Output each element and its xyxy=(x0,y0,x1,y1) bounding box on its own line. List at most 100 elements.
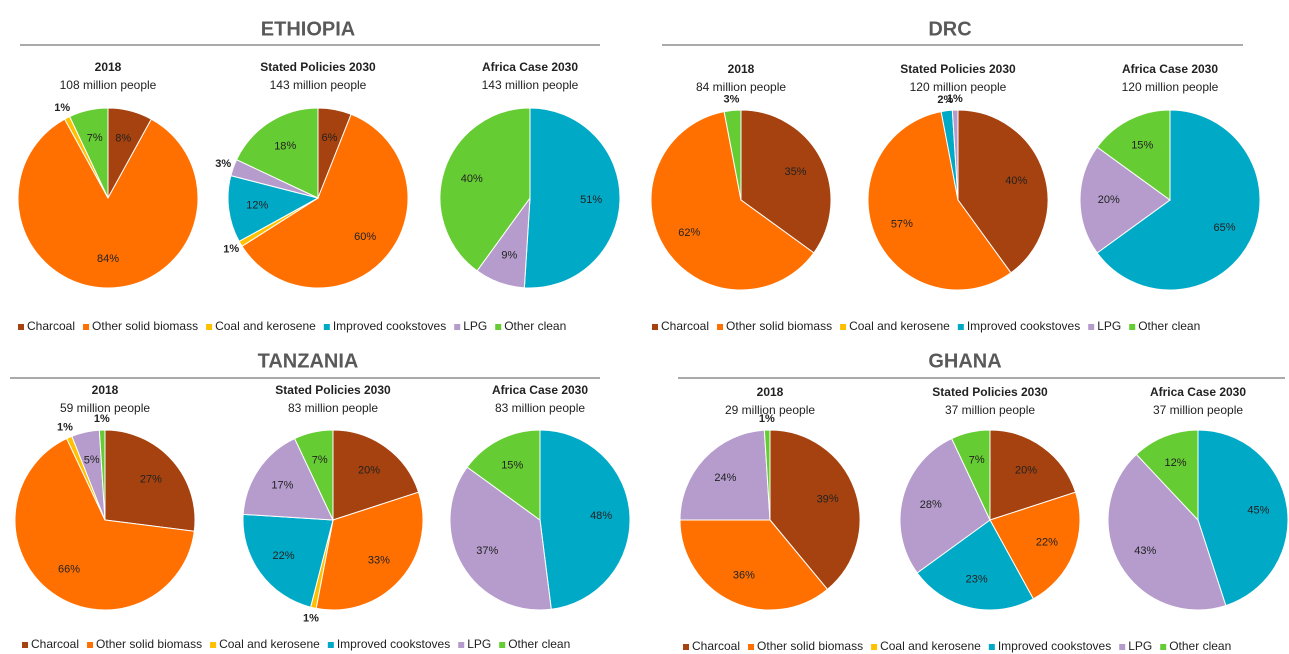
slice-value: 37 xyxy=(476,545,488,557)
chart-title: 2018 xyxy=(95,60,122,74)
slice-label: 12% xyxy=(1164,457,1186,469)
legend-label: Other solid biomass xyxy=(726,319,832,333)
slice-value: 22 xyxy=(272,550,284,562)
slice-value: 22 xyxy=(1036,536,1048,548)
slice-label: 20% xyxy=(1098,194,1120,206)
slice-value: 43 xyxy=(1134,545,1146,557)
slice-value: 20 xyxy=(358,464,370,476)
pie-slice xyxy=(679,519,829,611)
slice-label: 40% xyxy=(1005,175,1027,187)
slice-label: 28% xyxy=(920,499,942,511)
slice-label: 22% xyxy=(1036,536,1058,548)
pie-slice xyxy=(769,429,861,591)
pie-slice xyxy=(763,429,771,521)
slice-label: 1% xyxy=(303,612,319,624)
pie-slice xyxy=(989,491,1081,600)
chart-title: Africa Case 2030 xyxy=(482,60,578,74)
legend-label: Coal and kerosene xyxy=(215,319,316,333)
chart-subtitle: 29 million people xyxy=(725,403,815,417)
legend-swatch xyxy=(454,324,461,330)
legend-swatch xyxy=(717,324,724,330)
slice-label: 1% xyxy=(759,413,775,425)
slice-value: 7 xyxy=(969,454,975,466)
slice-value: 28 xyxy=(920,499,932,511)
pie-slice xyxy=(439,107,531,272)
slice-value: 62 xyxy=(678,227,690,239)
slice-value: 17 xyxy=(271,480,283,492)
slice-value: 7 xyxy=(312,454,318,466)
pie-slice xyxy=(1096,109,1261,291)
chart-title: 2018 xyxy=(757,385,784,399)
legend-swatch xyxy=(1119,644,1126,650)
chart-subtitle: 143 million people xyxy=(270,78,367,92)
slice-label: 5% xyxy=(84,454,100,466)
chart-subtitle: 37 million people xyxy=(945,403,1035,417)
slice-value: 15 xyxy=(501,459,513,471)
slice-label: 20% xyxy=(1015,464,1037,476)
pie-slice xyxy=(951,429,991,521)
slice-value: 84 xyxy=(97,253,109,265)
legend-label: Improved cookstoves xyxy=(333,319,446,333)
legend-swatch xyxy=(327,642,334,648)
pie-slice xyxy=(235,107,319,199)
slice-label: 51% xyxy=(580,194,602,206)
slice-value: 3 xyxy=(215,158,221,170)
legend-label: LPG xyxy=(1128,639,1152,653)
pie-slice xyxy=(69,107,109,199)
pie-slice xyxy=(242,437,334,521)
legend-swatch xyxy=(210,642,217,648)
slice-label: 2% xyxy=(937,94,953,106)
legend-label: Coal and kerosene xyxy=(219,637,320,651)
pie-slice xyxy=(241,113,409,289)
slice-label: 20% xyxy=(358,464,380,476)
chart-subtitle: 59 million people xyxy=(60,401,150,415)
slice-label: 7% xyxy=(312,454,328,466)
chart-title: 2018 xyxy=(92,383,119,397)
legend-swatch xyxy=(495,324,502,330)
slice-label: 3% xyxy=(215,158,231,170)
chart-title: Stated Policies 2030 xyxy=(260,60,376,74)
legend-swatch xyxy=(1088,324,1095,330)
slice-value: 40 xyxy=(461,173,473,185)
legend-swatch xyxy=(83,324,90,330)
legend-label: Other clean xyxy=(1169,639,1231,653)
pie-slice xyxy=(98,429,106,521)
slice-label: 18% xyxy=(274,140,296,152)
legend-label: Charcoal xyxy=(661,319,709,333)
slice-label: 1% xyxy=(54,102,70,114)
pie-slice xyxy=(539,429,631,610)
slice-value: 39 xyxy=(817,493,829,505)
legend-swatch xyxy=(22,642,28,648)
slice-label: 1% xyxy=(223,243,239,255)
legend-label: Coal and kerosene xyxy=(880,639,981,653)
slice-value: 1 xyxy=(57,421,63,433)
slice-value: 1 xyxy=(54,102,60,114)
panel-title: TANZANIA xyxy=(258,350,359,372)
slice-label: 8% xyxy=(115,133,131,145)
slice-value: 6 xyxy=(322,132,328,144)
legend-label: LPG xyxy=(1097,319,1121,333)
slice-value: 3 xyxy=(724,94,730,106)
slice-value: 5 xyxy=(84,454,90,466)
slice-label: 1% xyxy=(57,421,73,433)
slice-label: 9% xyxy=(501,249,517,261)
slice-label: 36% xyxy=(733,569,755,581)
slice-value: 36 xyxy=(733,569,745,581)
slice-value: 20 xyxy=(1015,464,1027,476)
legend-swatch xyxy=(652,324,658,330)
slice-label: 84% xyxy=(97,253,119,265)
chart-title: Stated Policies 2030 xyxy=(275,383,391,397)
legend-swatch xyxy=(18,324,24,330)
slice-label: 57% xyxy=(891,218,913,230)
slice-label: 27% xyxy=(140,473,162,485)
slice-label: 1% xyxy=(947,93,963,105)
legend-swatch xyxy=(458,642,465,648)
legend-swatch xyxy=(988,644,995,650)
legend-label: Coal and kerosene xyxy=(849,319,950,333)
slice-value: 9 xyxy=(501,249,507,261)
legend-swatch xyxy=(206,324,213,330)
slice-value: 2 xyxy=(937,94,943,106)
slice-label: 22% xyxy=(272,550,294,562)
chart-title: Stated Policies 2030 xyxy=(900,62,1016,76)
